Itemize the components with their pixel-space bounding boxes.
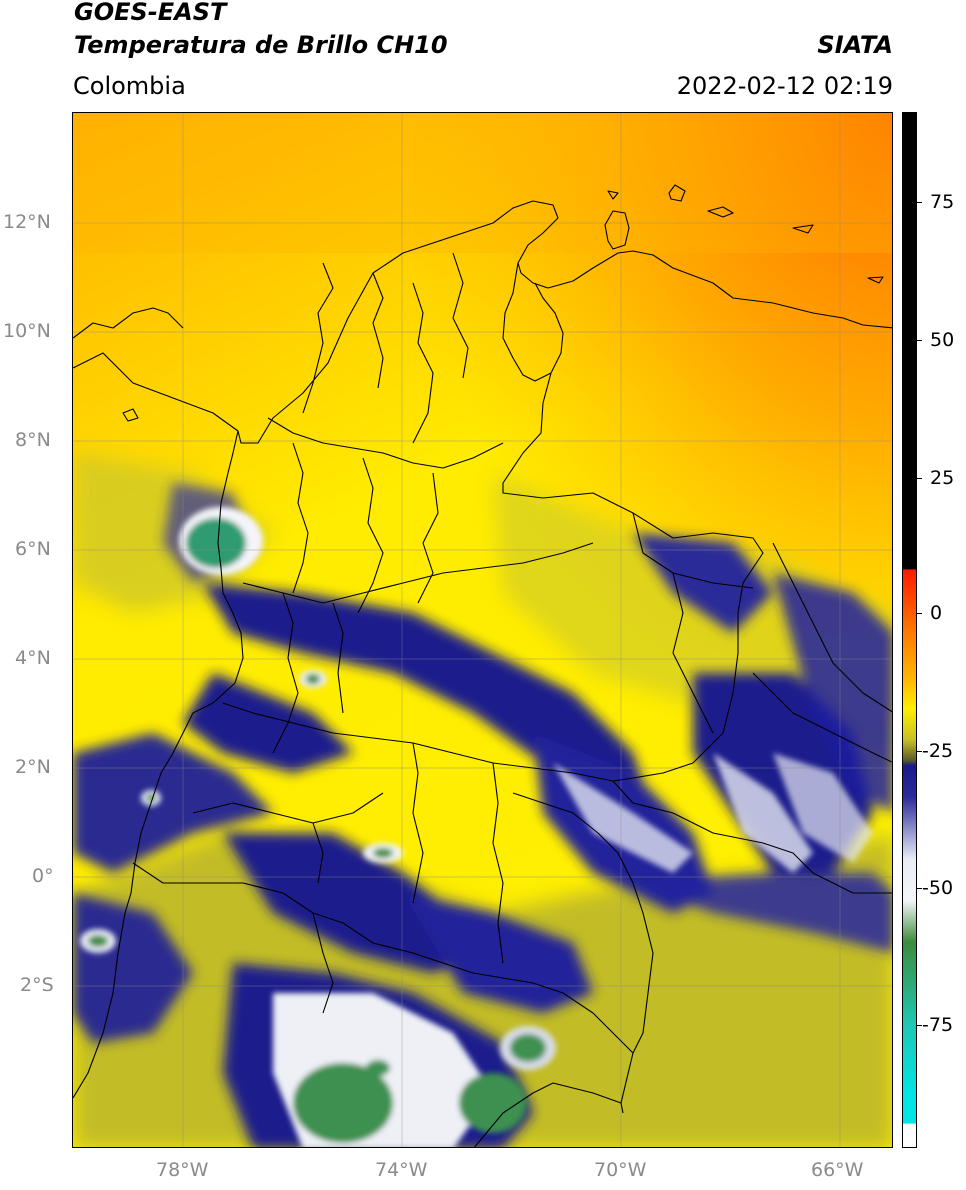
agency-label: SIATA (817, 31, 893, 59)
colorbar-tick (917, 1025, 922, 1026)
lat-label: 10°N (3, 320, 51, 342)
colorbar-label: -75 (922, 1014, 954, 1036)
colorbar-label: 50 (930, 329, 955, 351)
region-label: Colombia (73, 72, 186, 100)
lon-label: 66°W (811, 1159, 864, 1181)
lat-label: 2°N (15, 756, 51, 778)
lat-label: 8°N (15, 429, 51, 451)
lat-label: 4°N (15, 647, 51, 669)
colorbar-label: 25 (930, 467, 955, 489)
lat-label: 2°S (20, 974, 54, 996)
satellite-map (72, 112, 893, 1148)
lat-label: 12°N (3, 211, 51, 233)
lon-label: 70°W (594, 1159, 647, 1181)
satellite-title: GOES-EAST (74, 0, 227, 26)
colorbar-tick (917, 613, 922, 614)
product-title: Temperatura de Brillo CH10 (74, 31, 448, 59)
colorbar-label: -25 (922, 740, 954, 762)
colorbar-tick (917, 478, 922, 479)
colorbar-tick (917, 888, 922, 889)
colorbar-label: 0 (930, 602, 943, 624)
lat-label: 0° (32, 865, 54, 887)
datetime-label: 2022-02-12 02:19 (676, 72, 893, 100)
colorbar-tick (917, 202, 922, 203)
lon-label: 78°W (156, 1159, 209, 1181)
colorbar (902, 112, 917, 1148)
colorbar-tick (917, 340, 922, 341)
brightness-temperature-image (73, 113, 892, 1147)
colorbar-tick (917, 751, 922, 752)
lat-label: 6°N (15, 538, 51, 560)
colorbar-label: 75 (930, 191, 955, 213)
colorbar-label: -50 (922, 877, 954, 899)
lon-label: 74°W (375, 1159, 428, 1181)
